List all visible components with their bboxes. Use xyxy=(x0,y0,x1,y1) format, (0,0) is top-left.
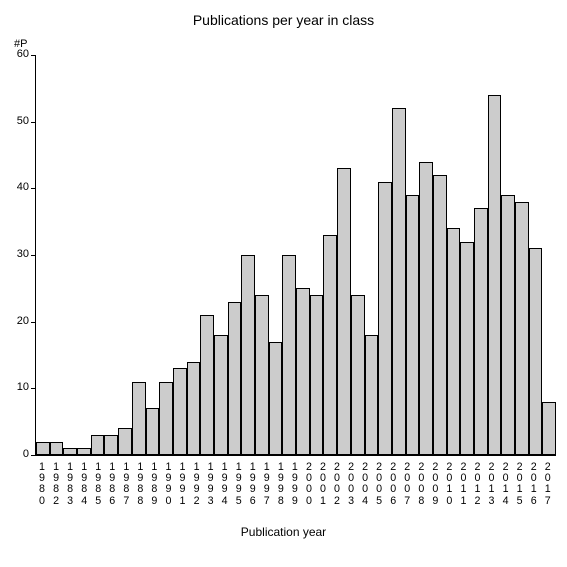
xtick-label: 2016 xyxy=(527,460,541,507)
bar xyxy=(474,208,488,455)
ytick-label: 0 xyxy=(23,448,29,460)
xtick-label: 2007 xyxy=(400,460,414,507)
bar xyxy=(159,382,173,455)
bar xyxy=(228,302,242,455)
ytick-label: 30 xyxy=(17,248,29,260)
xtick-label: 2014 xyxy=(499,460,513,507)
xtick-label: 2013 xyxy=(485,460,499,507)
xtick-label: 2009 xyxy=(428,460,442,507)
bar xyxy=(515,202,529,455)
bar xyxy=(406,195,420,455)
bar xyxy=(63,448,77,455)
bar xyxy=(91,435,105,455)
bars-group xyxy=(36,55,556,455)
xtick-label: 2006 xyxy=(386,460,400,507)
x-labels: 1980198219831984198519861987198819891990… xyxy=(35,460,555,507)
xtick-label: 1985 xyxy=(91,460,105,507)
bar xyxy=(501,195,515,455)
bar xyxy=(77,448,91,455)
xtick-label: 2017 xyxy=(541,460,555,507)
chart-container: Publications per year in class #P 010203… xyxy=(0,0,567,567)
bar xyxy=(460,242,474,455)
xtick-label: 1994 xyxy=(218,460,232,507)
x-axis-title: Publication year xyxy=(0,525,567,539)
xtick-label: 1986 xyxy=(105,460,119,507)
bar xyxy=(529,248,543,455)
ytick-label: 50 xyxy=(17,115,29,127)
xtick-label: 1998 xyxy=(274,460,288,507)
bar xyxy=(542,402,556,455)
xtick-label: 1990 xyxy=(161,460,175,507)
bar xyxy=(255,295,269,455)
bar xyxy=(241,255,255,455)
xtick-label: 1980 xyxy=(35,460,49,507)
bar xyxy=(392,108,406,455)
bar xyxy=(433,175,447,455)
bar xyxy=(104,435,118,455)
xtick-label: 2008 xyxy=(414,460,428,507)
bar xyxy=(488,95,502,455)
xtick-label: 2001 xyxy=(316,460,330,507)
xtick-label: 2004 xyxy=(358,460,372,507)
bar xyxy=(447,228,461,455)
xtick-label: 1989 xyxy=(147,460,161,507)
xtick-label: 1991 xyxy=(175,460,189,507)
bar xyxy=(351,295,365,455)
ytick-label: 20 xyxy=(17,315,29,327)
xtick-label: 2002 xyxy=(330,460,344,507)
ytick-label: 40 xyxy=(17,181,29,193)
bar xyxy=(200,315,214,455)
xtick-label: 1999 xyxy=(288,460,302,507)
bar xyxy=(337,168,351,455)
bar xyxy=(323,235,337,455)
bar xyxy=(378,182,392,455)
xtick-label: 1996 xyxy=(246,460,260,507)
xtick-label: 1983 xyxy=(63,460,77,507)
bar xyxy=(282,255,296,455)
xtick-label: 1997 xyxy=(260,460,274,507)
bar xyxy=(214,335,228,455)
bar xyxy=(365,335,379,455)
xtick-label: 1993 xyxy=(204,460,218,507)
plot-area xyxy=(35,55,556,456)
xtick-label: 1995 xyxy=(232,460,246,507)
bar xyxy=(36,442,50,455)
xtick-label: 2012 xyxy=(470,460,484,507)
bar xyxy=(310,295,324,455)
xtick-label: 2000 xyxy=(302,460,316,507)
xtick-label: 1992 xyxy=(190,460,204,507)
ytick-label: 10 xyxy=(17,381,29,393)
bar xyxy=(269,342,283,455)
xtick-label: 2005 xyxy=(372,460,386,507)
xtick-label: 1987 xyxy=(119,460,133,507)
bar xyxy=(187,362,201,455)
xtick-label: 1984 xyxy=(77,460,91,507)
bar xyxy=(50,442,64,455)
bar xyxy=(132,382,146,455)
xtick-label: 1988 xyxy=(133,460,147,507)
ytick-label: 60 xyxy=(17,48,29,60)
bar xyxy=(118,428,132,455)
xtick-label: 2011 xyxy=(456,460,470,507)
xtick-label: 2003 xyxy=(344,460,358,507)
bar xyxy=(173,368,187,455)
xtick-label: 2010 xyxy=(442,460,456,507)
xtick-label: 2015 xyxy=(513,460,527,507)
bar xyxy=(419,162,433,455)
xtick-label: 1982 xyxy=(49,460,63,507)
bar xyxy=(296,288,310,455)
chart-title: Publications per year in class xyxy=(0,12,567,28)
bar xyxy=(146,408,160,455)
